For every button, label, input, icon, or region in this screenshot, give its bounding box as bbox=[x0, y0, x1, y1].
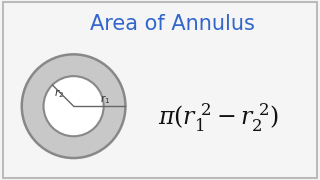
Text: $r_1$: $r_1$ bbox=[100, 94, 110, 106]
Circle shape bbox=[44, 76, 104, 136]
Text: Area of Annulus: Area of Annulus bbox=[90, 14, 255, 34]
Text: $\pi(r_1^{\ 2} - r_2^{\ 2})$: $\pi(r_1^{\ 2} - r_2^{\ 2})$ bbox=[158, 102, 279, 134]
Text: $r_2$: $r_2$ bbox=[54, 87, 64, 100]
Circle shape bbox=[22, 54, 125, 158]
